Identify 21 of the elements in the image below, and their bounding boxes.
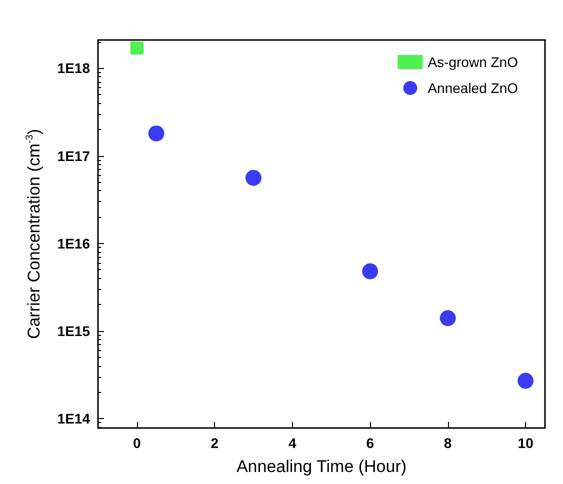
y-tick-label: 1E18 <box>57 60 90 76</box>
x-tick-label: 2 <box>210 435 219 451</box>
x-tick-label: 6 <box>366 435 374 451</box>
x-tick-label: 0 <box>132 435 141 451</box>
x-tick-label: 4 <box>288 435 296 451</box>
legend-label: As-grown ZnO <box>428 54 518 70</box>
point <box>518 372 534 389</box>
point <box>130 42 144 55</box>
point <box>362 263 378 280</box>
x-axis-title: Annealing Time (Hour) <box>236 457 407 476</box>
y-tick-label: 1E17 <box>57 148 90 164</box>
y-tick-label: 1E15 <box>57 322 90 339</box>
y-tick-label: 1E14 <box>57 410 90 427</box>
point <box>148 125 164 142</box>
y-tick-label: 1E16 <box>57 235 90 252</box>
y-axis-title: Carrier Concentration (cm-3) <box>24 128 44 340</box>
point <box>440 310 456 326</box>
x-tick-label: 10 <box>518 435 534 451</box>
legend-label: Annealed ZnO <box>428 80 518 96</box>
x-tick-label: 8 <box>444 435 452 451</box>
point <box>245 170 262 186</box>
